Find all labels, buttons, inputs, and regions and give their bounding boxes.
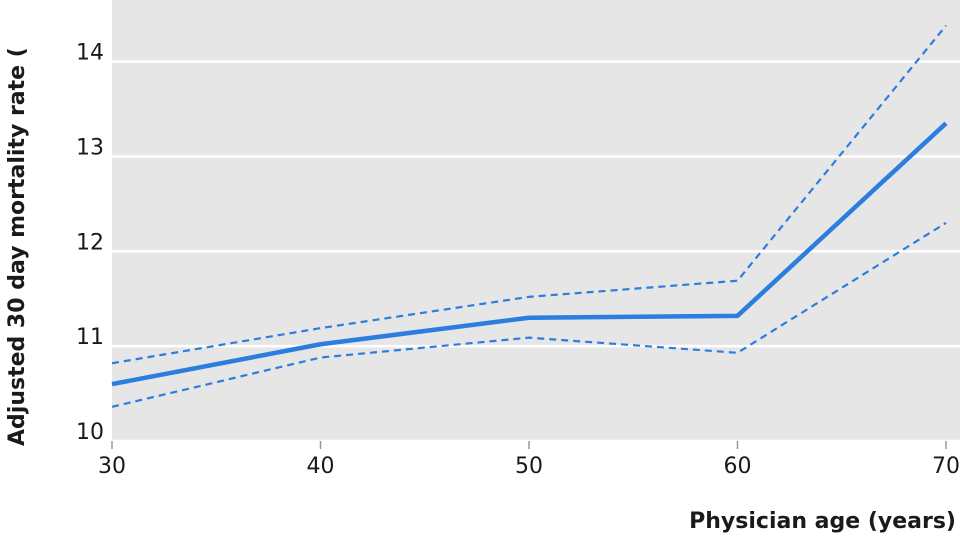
x-tick-label: 60 bbox=[724, 454, 752, 479]
y-tick-label: 11 bbox=[76, 325, 104, 350]
ci-line bbox=[111, 24, 947, 365]
y-tick-label: 12 bbox=[76, 230, 104, 255]
mean-line bbox=[111, 121, 948, 387]
x-tick-label: 50 bbox=[515, 454, 543, 479]
y-tick-label: 10 bbox=[76, 420, 104, 445]
x-tick-label: 40 bbox=[307, 454, 335, 479]
y-tick-label: 13 bbox=[76, 135, 104, 160]
x-axis-label: Physician age (years) bbox=[689, 509, 956, 534]
y-tick-label: 14 bbox=[76, 41, 104, 66]
ci-line bbox=[111, 221, 947, 408]
plot-background bbox=[112, 0, 960, 441]
y-axis-label: Adjusted 30 day mortality rate ( bbox=[5, 47, 30, 446]
x-tick-label: 30 bbox=[98, 454, 126, 479]
x-tick-label: 70 bbox=[932, 454, 960, 479]
